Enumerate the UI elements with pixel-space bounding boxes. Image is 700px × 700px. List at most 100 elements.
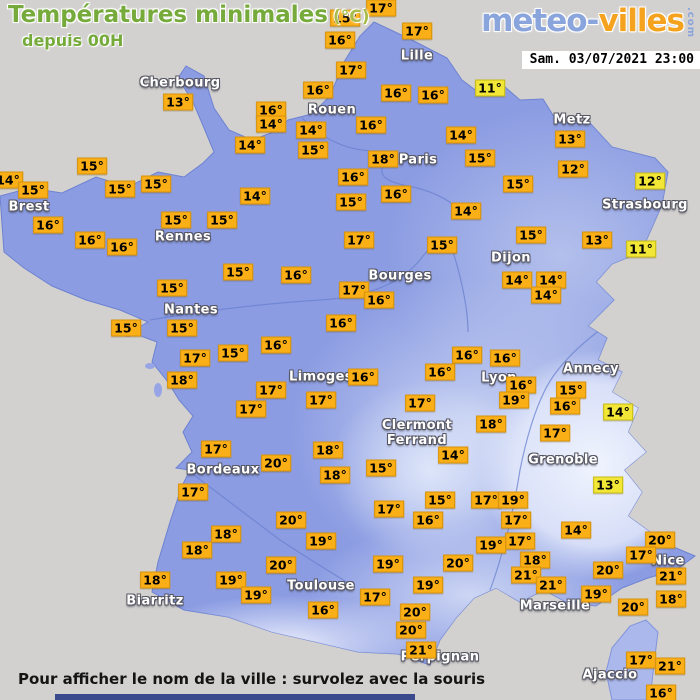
temp-badge[interactable]: 17° bbox=[471, 491, 501, 509]
temp-badge[interactable]: 18° bbox=[167, 371, 197, 389]
temp-badge[interactable]: 15° bbox=[18, 181, 48, 199]
temp-badge[interactable]: 15° bbox=[427, 236, 457, 254]
temp-badge[interactable]: 15° bbox=[330, 9, 360, 27]
temp-badge[interactable]: 16° bbox=[75, 231, 105, 249]
temp-badge[interactable]: 21° bbox=[655, 657, 685, 675]
temp-badge[interactable]: 14° bbox=[296, 121, 326, 139]
temp-badge[interactable]: 15° bbox=[366, 459, 396, 477]
temp-badge[interactable]: 18° bbox=[656, 590, 686, 608]
temp-badge[interactable]: 14° bbox=[451, 202, 481, 220]
temp-badge[interactable]: 15° bbox=[161, 211, 191, 229]
temp-badge[interactable]: 11° bbox=[475, 79, 505, 97]
temp-badge[interactable]: 21° bbox=[656, 567, 686, 585]
temp-badge[interactable]: 17° bbox=[505, 532, 535, 550]
temp-badge[interactable]: 17° bbox=[360, 588, 390, 606]
temp-badge[interactable]: 16° bbox=[364, 291, 394, 309]
temp-badge[interactable]: 15° bbox=[111, 319, 141, 337]
temp-badge[interactable]: 14° bbox=[438, 446, 468, 464]
temp-badge[interactable]: 16° bbox=[646, 684, 676, 700]
meteo-villes-logo[interactable]: meteo- villes .com bbox=[481, 3, 696, 39]
temp-badge[interactable]: 20° bbox=[443, 554, 473, 572]
temp-badge[interactable]: 19° bbox=[216, 571, 246, 589]
temp-badge[interactable]: 20° bbox=[618, 598, 648, 616]
temp-badge[interactable]: 11° bbox=[626, 240, 656, 258]
temp-badge[interactable]: 16° bbox=[33, 216, 63, 234]
temp-badge[interactable]: 15° bbox=[516, 226, 546, 244]
temp-badge[interactable]: 17° bbox=[178, 483, 208, 501]
temp-badge[interactable]: 18° bbox=[211, 525, 241, 543]
temp-badge[interactable]: 17° bbox=[402, 22, 432, 40]
temp-badge[interactable]: 15° bbox=[207, 211, 237, 229]
temp-badge[interactable]: 14° bbox=[531, 286, 561, 304]
temp-badge[interactable]: 14° bbox=[240, 187, 270, 205]
temp-badge[interactable]: 18° bbox=[320, 466, 350, 484]
temp-badge[interactable]: 15° bbox=[218, 344, 248, 362]
temp-badge[interactable]: 15° bbox=[167, 319, 197, 337]
temp-badge[interactable]: 16° bbox=[381, 185, 411, 203]
temp-badge[interactable]: 16° bbox=[303, 81, 333, 99]
temp-badge[interactable]: 16° bbox=[418, 86, 448, 104]
temp-badge[interactable]: 17° bbox=[306, 391, 336, 409]
temp-badge[interactable]: 20° bbox=[400, 603, 430, 621]
temp-badge[interactable]: 19° bbox=[306, 532, 336, 550]
temp-badge[interactable]: 19° bbox=[413, 576, 443, 594]
temp-badge[interactable]: 14° bbox=[235, 136, 265, 154]
temp-badge[interactable]: 17° bbox=[256, 381, 286, 399]
temp-badge[interactable]: 20° bbox=[261, 454, 291, 472]
temp-badge[interactable]: 19° bbox=[476, 536, 506, 554]
temp-badge[interactable]: 17° bbox=[344, 231, 374, 249]
temp-badge[interactable]: 20° bbox=[396, 621, 426, 639]
temp-badge[interactable]: 16° bbox=[550, 397, 580, 415]
temp-badge[interactable]: 17° bbox=[626, 651, 656, 669]
temp-badge[interactable]: 15° bbox=[556, 381, 586, 399]
temp-badge[interactable]: 14° bbox=[0, 171, 23, 189]
temp-badge[interactable]: 15° bbox=[223, 263, 253, 281]
temp-badge[interactable]: 16° bbox=[107, 238, 137, 256]
temp-badge[interactable]: 14° bbox=[256, 115, 286, 133]
temp-badge[interactable]: 15° bbox=[298, 141, 328, 159]
temp-badge[interactable]: 13° bbox=[163, 93, 193, 111]
temp-badge[interactable]: 21° bbox=[406, 641, 436, 659]
temp-badge[interactable]: 17° bbox=[339, 281, 369, 299]
temp-badge[interactable]: 16° bbox=[413, 511, 443, 529]
temp-badge[interactable]: 19° bbox=[241, 586, 271, 604]
temp-badge[interactable]: 16° bbox=[325, 31, 355, 49]
temp-badge[interactable]: 16° bbox=[256, 101, 286, 119]
temp-badge[interactable]: 18° bbox=[368, 150, 398, 168]
temp-badge[interactable]: 16° bbox=[281, 266, 311, 284]
temp-badge[interactable]: 15° bbox=[425, 491, 455, 509]
temp-badge[interactable]: 15° bbox=[141, 175, 171, 193]
temp-badge[interactable]: 18° bbox=[313, 441, 343, 459]
temp-badge[interactable]: 13° bbox=[593, 476, 623, 494]
temp-badge[interactable]: 19° bbox=[499, 391, 529, 409]
temp-badge[interactable]: 15° bbox=[77, 157, 107, 175]
temp-badge[interactable]: 16° bbox=[338, 168, 368, 186]
temp-badge[interactable]: 15° bbox=[105, 180, 135, 198]
temp-badge[interactable]: 18° bbox=[140, 571, 170, 589]
temp-badge[interactable]: 16° bbox=[425, 363, 455, 381]
temp-badge[interactable]: 21° bbox=[511, 566, 541, 584]
temp-badge[interactable]: 20° bbox=[593, 561, 623, 579]
temp-badge[interactable]: 15° bbox=[157, 279, 187, 297]
temp-badge[interactable]: 13° bbox=[582, 231, 612, 249]
temp-badge[interactable]: 17° bbox=[201, 440, 231, 458]
temp-badge[interactable]: 15° bbox=[336, 193, 366, 211]
temp-badge[interactable]: 16° bbox=[356, 116, 386, 134]
temp-badge[interactable]: 16° bbox=[308, 601, 338, 619]
temp-badge[interactable]: 16° bbox=[348, 368, 378, 386]
temp-badge[interactable]: 17° bbox=[374, 500, 404, 518]
temp-badge[interactable]: 17° bbox=[336, 61, 366, 79]
temp-badge[interactable]: 15° bbox=[503, 175, 533, 193]
temp-badge[interactable]: 16° bbox=[490, 349, 520, 367]
temp-badge[interactable]: 17° bbox=[366, 0, 396, 17]
temp-badge[interactable]: 17° bbox=[540, 424, 570, 442]
temp-badge[interactable]: 16° bbox=[452, 346, 482, 364]
temp-badge[interactable]: 18° bbox=[182, 541, 212, 559]
temp-badge[interactable]: 20° bbox=[276, 511, 306, 529]
temp-badge[interactable]: 12° bbox=[558, 160, 588, 178]
temp-badge[interactable]: 20° bbox=[266, 556, 296, 574]
temp-badge[interactable]: 19° bbox=[581, 585, 611, 603]
temp-badge[interactable]: 15° bbox=[465, 149, 495, 167]
temp-badge[interactable]: 16° bbox=[506, 376, 536, 394]
temp-badge[interactable]: 18° bbox=[476, 415, 506, 433]
